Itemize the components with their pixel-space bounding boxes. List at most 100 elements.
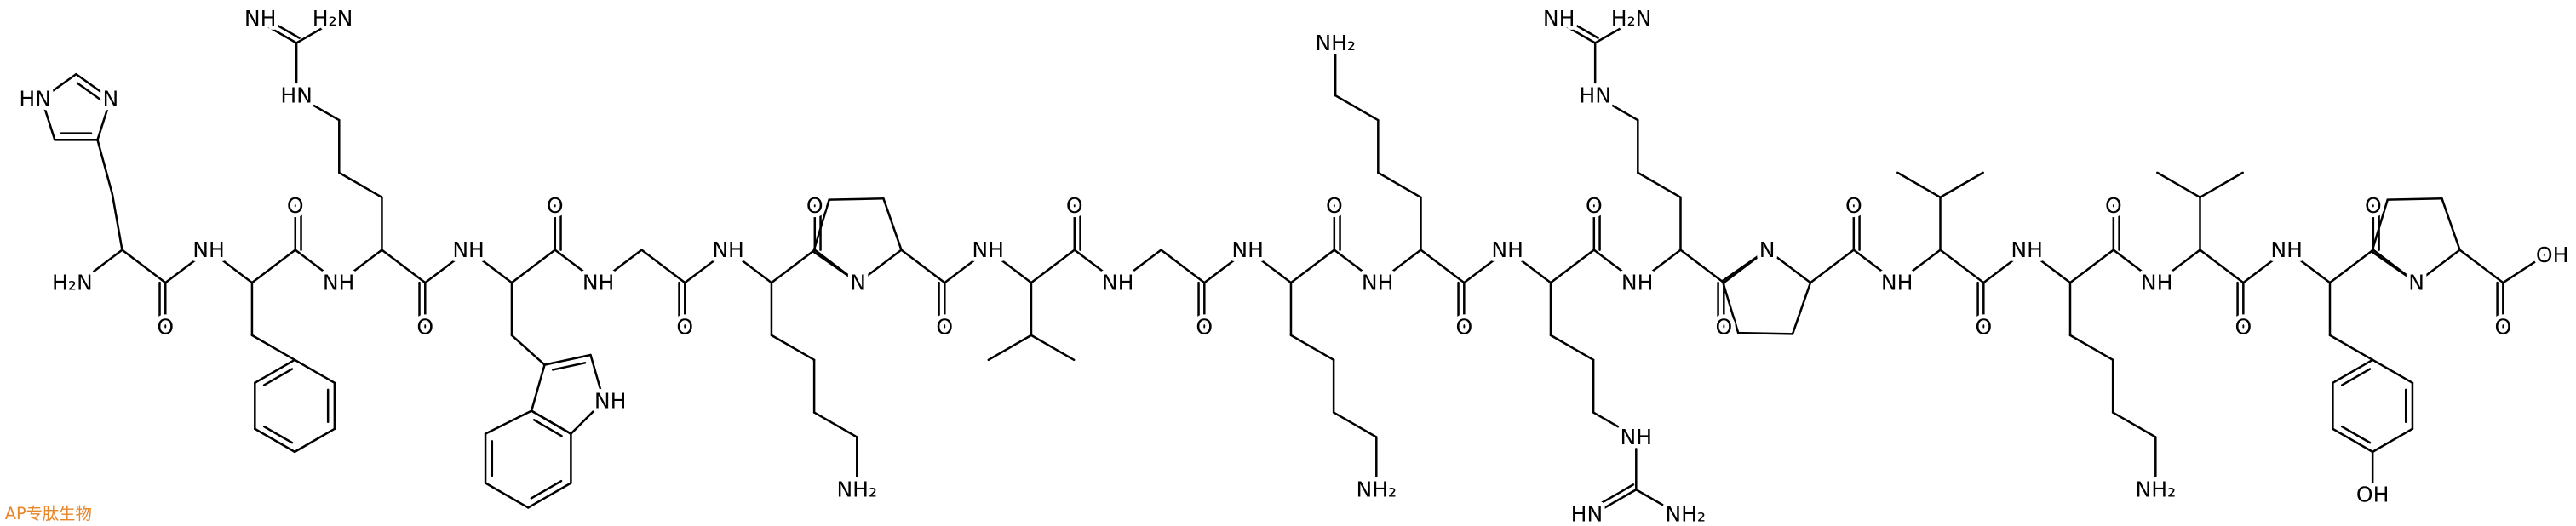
bond: [510, 249, 557, 284]
atom-label: NH₂: [1665, 502, 1706, 526]
watermark: AP专肽生物: [5, 504, 92, 523]
atom-label: O: [1975, 315, 1992, 340]
bond: [987, 334, 1033, 362]
atom-label: O: [157, 315, 174, 340]
bond: [1030, 249, 1076, 284]
atom-label: NH: [1231, 237, 1264, 262]
bond: [254, 427, 296, 454]
bond: [2068, 334, 2114, 362]
bond: [1896, 249, 1942, 284]
bond: [726, 249, 773, 284]
bond: [812, 198, 830, 253]
bond: [532, 419, 563, 437]
bonds: [40, 12, 2547, 516]
bond: [424, 249, 470, 284]
atom-label: O: [1196, 315, 1213, 340]
bond: [2068, 249, 2115, 284]
bond: [770, 334, 816, 362]
bond: [2332, 427, 2374, 454]
bond: [337, 249, 383, 284]
bond: [986, 249, 1033, 284]
atom-label: H₂N: [1611, 6, 1652, 31]
atom-label: OH: [2356, 483, 2390, 507]
bond: [570, 399, 605, 435]
bond: [1289, 334, 1335, 362]
atom-label: NH: [2011, 237, 2043, 262]
bond: [1982, 249, 2028, 284]
bond: [295, 94, 341, 122]
bond: [255, 12, 301, 39]
bond: [1721, 279, 1740, 334]
bond: [1377, 171, 1422, 199]
atom-label: O: [1326, 193, 1343, 218]
bond: [882, 197, 903, 251]
atom-label: O: [1455, 315, 1472, 340]
atom-label: O: [2494, 315, 2511, 340]
bond: [467, 249, 513, 284]
bond: [2371, 427, 2414, 454]
bond: [1506, 249, 1552, 284]
bond: [1939, 171, 1984, 199]
atom-label: O: [2235, 315, 2252, 340]
bond: [1333, 249, 1379, 284]
atom-label: NH₂: [1315, 31, 1356, 55]
bond: [1635, 488, 1680, 516]
bond: [1939, 249, 1985, 284]
bond: [1463, 249, 1509, 284]
bond: [254, 358, 296, 385]
atom-label: NH: [594, 389, 627, 414]
bond: [857, 249, 903, 284]
bond: [1592, 249, 1638, 284]
bond: [1593, 17, 1639, 44]
bond: [40, 97, 56, 141]
bond: [2112, 249, 2158, 284]
atom-label: N: [1759, 237, 1776, 262]
atom-label: O: [416, 315, 433, 340]
atom-label: O: [1066, 193, 1083, 218]
bond: [2441, 197, 2461, 251]
atom-label: O: [2105, 193, 2122, 218]
atom-label: O: [936, 315, 953, 340]
bond: [2155, 249, 2201, 284]
bond: [2386, 197, 2443, 201]
atom-label: NH: [244, 6, 277, 31]
bond: [2332, 358, 2374, 385]
bond: [293, 358, 336, 385]
bond: [812, 411, 858, 438]
atom-label: O: [547, 193, 564, 218]
bond: [262, 368, 294, 386]
bond: [1203, 249, 1249, 284]
bond: [96, 97, 112, 141]
bond: [252, 17, 298, 44]
bond: [589, 353, 605, 403]
bond: [1679, 249, 1725, 284]
bond: [2242, 249, 2288, 284]
bond: [40, 72, 77, 100]
bond: [597, 249, 643, 284]
atom-label: NH: [192, 237, 225, 262]
bond: [828, 197, 885, 201]
bond: [76, 82, 103, 102]
bond: [111, 192, 123, 251]
bond: [1030, 334, 1076, 362]
bond: [2156, 171, 2201, 199]
bond: [510, 334, 546, 366]
bond: [1592, 488, 1638, 516]
atom-label: HN: [280, 83, 313, 108]
atom-label: H₂N: [313, 6, 353, 31]
bond: [1592, 411, 1638, 438]
bond: [250, 334, 296, 362]
bond: [1896, 171, 1942, 199]
bond: [812, 250, 859, 284]
bond: [2285, 249, 2332, 284]
atom-label: N: [2408, 271, 2424, 295]
bond: [2328, 334, 2374, 362]
bond: [1791, 281, 1812, 335]
atom-label: O: [806, 193, 823, 218]
bond: [2458, 249, 2504, 284]
atom-label: O: [1715, 315, 1732, 340]
atom-label: NH₂: [1356, 477, 1397, 502]
bond: [121, 249, 167, 284]
bond: [2371, 250, 2418, 284]
